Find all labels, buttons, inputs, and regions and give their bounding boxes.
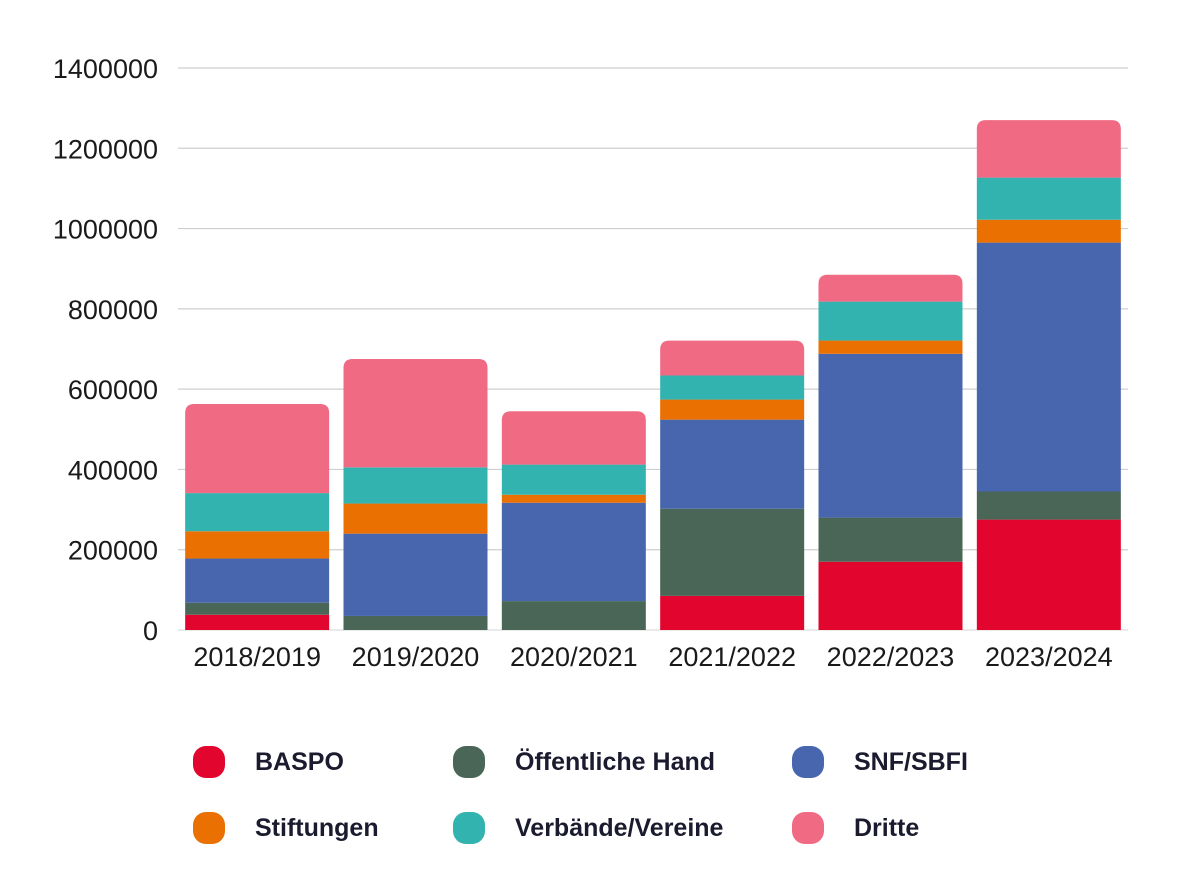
legend-label-baspo: BASPO (255, 748, 344, 776)
x-axis-tick-labels: 2018/2019 2019/2020 2020/2021 2021/2022 2022… (193, 642, 1112, 672)
bar-2019-2020-dritte (343, 359, 488, 468)
bar-2021-2022-stiftungen (660, 399, 805, 420)
bar-2018-2019-verbande-vereine (185, 493, 330, 532)
y-axis-tick-labels: 0 200000 400000 600000 800000 1000000 1200000 1… (53, 54, 158, 646)
x-tick-label-2018-2019: 2018/2019 (193, 642, 321, 672)
bar-2018-2019-stiftungen (185, 531, 330, 559)
legend-item-snf-sbfi: SNF/SBFI (792, 746, 968, 778)
bar-2018-2019-offentliche-hand (185, 602, 330, 615)
legend-label-snf-sbfi: SNF/SBFI (854, 748, 968, 776)
bar-group-2019-2020 (343, 359, 488, 630)
bar-2021-2022-snf-sbfi (660, 419, 805, 509)
legend-label-dritte: Dritte (854, 814, 919, 842)
legend-swatch-verbande-vereine (453, 812, 485, 844)
legend-swatch-baspo (193, 746, 225, 778)
bar-group-2020-2021 (501, 411, 646, 630)
bar-2019-2020-verbande-vereine (343, 467, 488, 504)
bar-2023-2024-dritte (976, 120, 1121, 178)
legend-label-stiftungen: Stiftungen (255, 814, 379, 842)
y-tick-label-1400000: 1400000 (53, 54, 158, 84)
bar-2018-2019-dritte (185, 403, 330, 494)
legend-item-stiftungen: Stiftungen (193, 812, 379, 844)
x-tick-label-2020-2021: 2020/2021 (510, 642, 638, 672)
y-tick-label-0: 0 (143, 616, 158, 646)
bar-2021-2022-baspo (660, 595, 805, 630)
legend: BASPO Öffentliche Hand SNF/SBFI Stiftungen V… (193, 746, 968, 844)
bar-2020-2021-verbande-vereine (501, 464, 646, 495)
bar-2022-2023-stiftungen (818, 340, 963, 354)
bar-2023-2024-stiftungen (976, 219, 1121, 243)
bar-2021-2022-offentliche-hand (660, 508, 805, 596)
y-tick-label-200000: 200000 (68, 536, 158, 566)
legend-label-offentliche-hand: Öffentliche Hand (515, 747, 715, 776)
x-tick-label-2023-2024: 2023/2024 (985, 642, 1113, 672)
bar-group-2018-2019 (185, 403, 330, 630)
bar-2019-2020-snf-sbfi (343, 533, 488, 616)
bar-group-2022-2023 (818, 274, 963, 630)
y-tick-label-1000000: 1000000 (53, 215, 158, 245)
bar-2018-2019-snf-sbfi (185, 558, 330, 603)
bar-2018-2019-baspo (185, 614, 330, 630)
y-tick-label-600000: 600000 (68, 375, 158, 405)
legend-swatch-dritte (792, 812, 824, 844)
bar-2022-2023-dritte (818, 274, 963, 302)
y-tick-label-400000: 400000 (68, 455, 158, 485)
legend-item-baspo: BASPO (193, 746, 344, 778)
bar-2020-2021-offentliche-hand (501, 601, 646, 630)
x-tick-label-2019-2020: 2019/2020 (352, 642, 480, 672)
legend-item-dritte: Dritte (792, 812, 919, 844)
bar-2019-2020-offentliche-hand (343, 615, 488, 630)
bar-2022-2023-offentliche-hand (818, 517, 963, 562)
bar-2023-2024-offentliche-hand (976, 491, 1121, 520)
y-tick-label-800000: 800000 (68, 295, 158, 325)
bar-2021-2022-verbande-vereine (660, 375, 805, 400)
bar-2020-2021-stiftungen (501, 494, 646, 503)
legend-label-verbande-vereine: Verbände/Vereine (515, 814, 724, 842)
legend-item-verbande-vereine: Verbände/Vereine (453, 812, 724, 844)
bar-2021-2022-dritte (660, 340, 805, 376)
legend-swatch-stiftungen (193, 812, 225, 844)
legend-item-offentliche-hand: Öffentliche Hand (453, 746, 715, 778)
x-tick-label-2021-2022: 2021/2022 (668, 642, 796, 672)
bar-2020-2021-dritte (501, 411, 646, 465)
bar-2020-2021-snf-sbfi (501, 502, 646, 602)
bar-2023-2024-verbande-vereine (976, 177, 1121, 220)
bar-group-2021-2022 (660, 340, 805, 630)
x-tick-label-2022-2023: 2022/2023 (827, 642, 955, 672)
bar-2023-2024-snf-sbfi (976, 242, 1121, 492)
bar-2022-2023-snf-sbfi (818, 353, 963, 518)
legend-swatch-snf-sbfi (792, 746, 824, 778)
gridlines (178, 67, 1128, 631)
y-tick-label-1200000: 1200000 (53, 134, 158, 164)
bar-2022-2023-baspo (818, 561, 963, 630)
bar-2022-2023-verbande-vereine (818, 301, 963, 341)
legend-swatch-offentliche-hand (453, 746, 485, 778)
bar-2019-2020-stiftungen (343, 503, 488, 534)
bars (185, 120, 1121, 630)
bar-2023-2024-baspo (976, 519, 1121, 630)
bar-group-2023-2024 (976, 120, 1121, 630)
